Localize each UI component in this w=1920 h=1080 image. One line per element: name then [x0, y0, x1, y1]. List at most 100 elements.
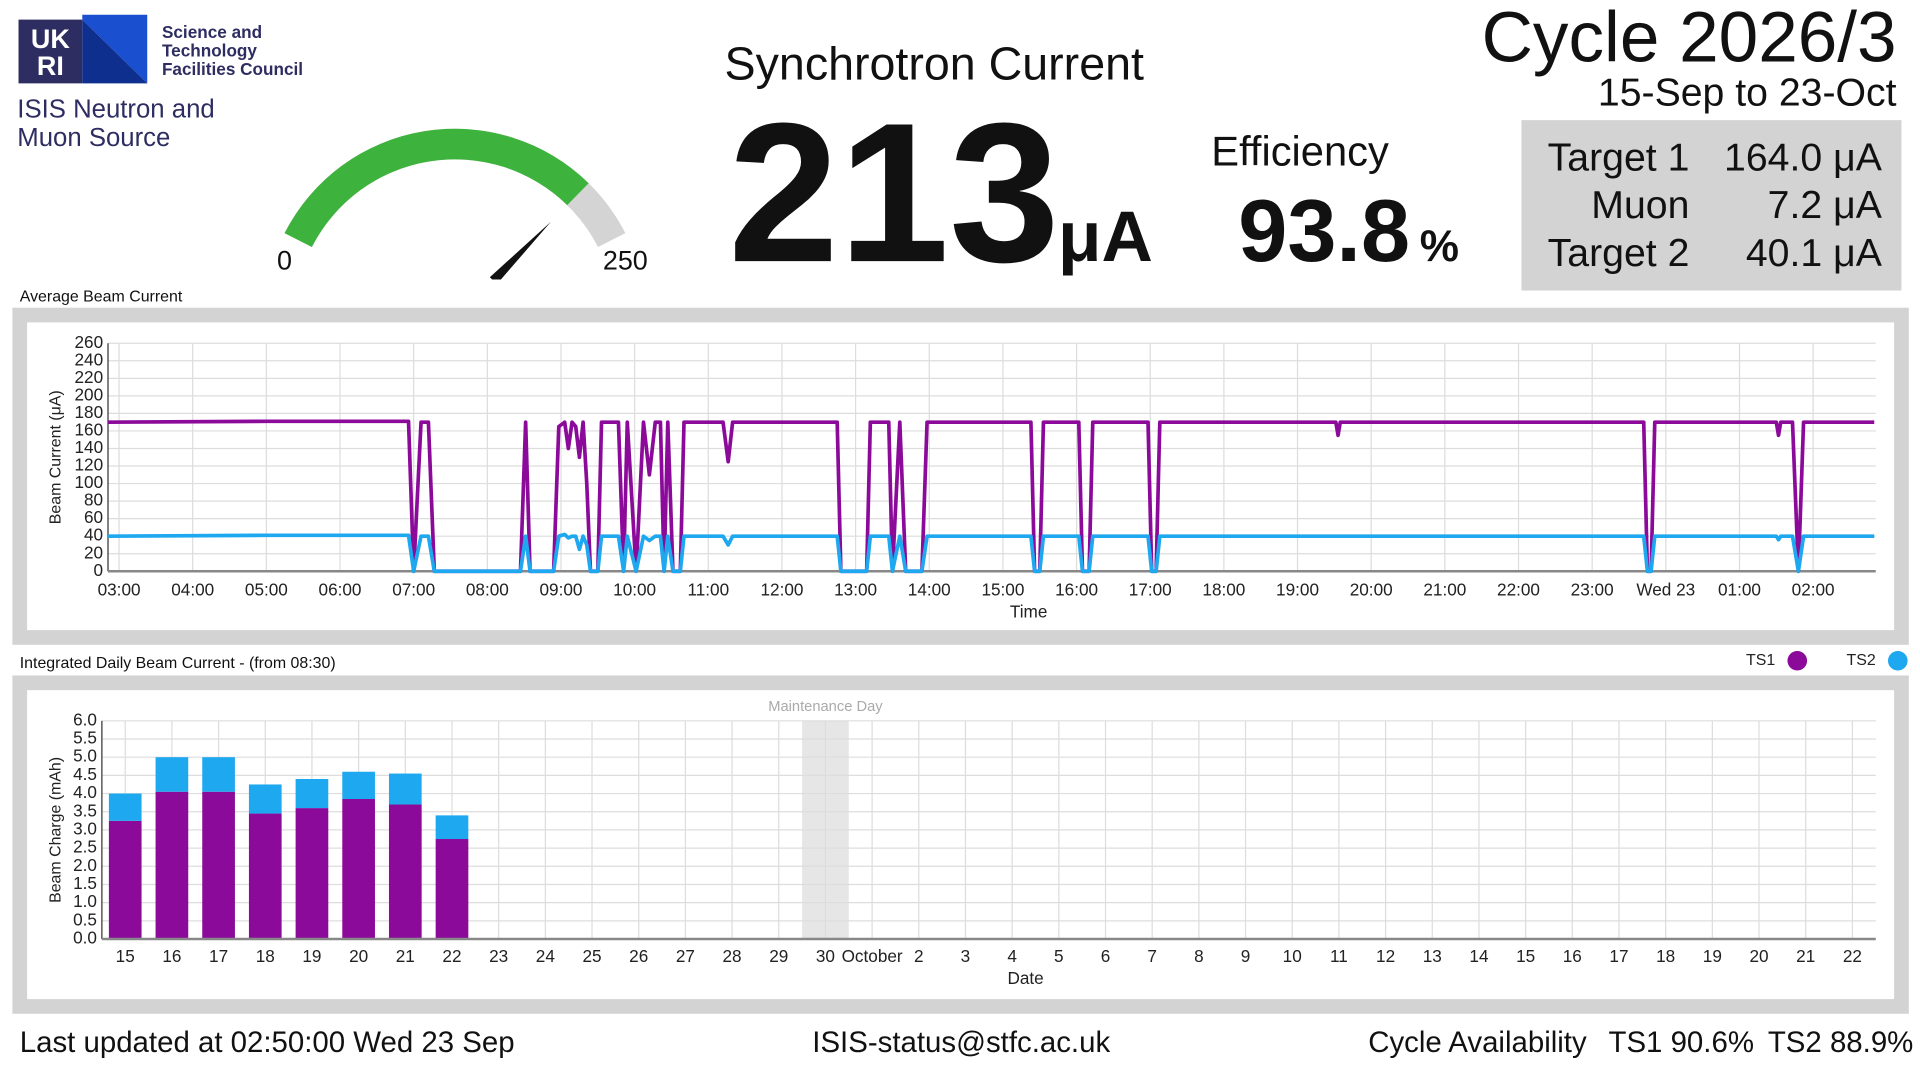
y-tick-label: 0.0	[73, 928, 97, 948]
x-tick-label: 09:00	[540, 579, 583, 599]
y-tick-label: 5.0	[73, 746, 97, 766]
x-tick-label: 13:00	[834, 579, 877, 599]
x-tick-label: 04:00	[171, 579, 214, 599]
x-tick-label: 19:00	[1276, 579, 1319, 599]
y-tick-label: 100	[74, 472, 103, 492]
x-tick-label: 19	[1703, 946, 1722, 966]
x-tick-label: 24	[536, 946, 556, 966]
y-tick-label: 60	[84, 507, 103, 527]
y-tick-label: 2.0	[73, 855, 97, 875]
gauge-tick-label: 250	[603, 246, 648, 276]
x-tick-label: Wed 23	[1636, 579, 1695, 599]
cycle: Cycle 2026/3	[1482, 0, 1897, 77]
bar-segment	[388, 773, 422, 805]
bar-segment	[388, 804, 422, 940]
y-tick-label: 160	[74, 419, 103, 439]
logo-flag	[82, 14, 148, 84]
x-tick-label: 16	[162, 946, 181, 966]
x-tick-label: 02:00	[1792, 579, 1835, 599]
x-axis-label: Time	[1010, 601, 1048, 621]
x-tick-label: 16:00	[1055, 579, 1098, 599]
cycle-dates: 15-Sep to 23-Oct	[1598, 70, 1897, 114]
y-tick-label: 4.5	[73, 764, 97, 784]
x-tick-label: 26	[629, 946, 648, 966]
title: Synchrotron Current	[725, 38, 1144, 90]
gauge-tick-label: 0	[277, 246, 292, 276]
legend-swatch	[1787, 650, 1808, 671]
y-tick-label: 1.0	[73, 891, 97, 911]
x-tick-label: 06:00	[319, 579, 362, 599]
y-tick-label: 260	[74, 332, 103, 352]
y-tick-label: 240	[74, 349, 103, 369]
target-value: 7.2 μA	[1768, 183, 1883, 227]
bar-segment	[295, 779, 329, 809]
x-tick-label: 07:00	[392, 579, 435, 599]
x-tick-label: October	[842, 946, 903, 966]
bar-segment	[202, 791, 235, 940]
x-tick-label: 13	[1423, 946, 1442, 966]
x-tick-label: 7	[1147, 946, 1157, 966]
current-unit: μA	[1058, 198, 1153, 277]
legend-label: TS1	[1746, 652, 1775, 669]
y-tick-label: 6.0	[73, 709, 97, 729]
bar-segment	[248, 784, 282, 814]
panel-title: Average Beam Current	[20, 289, 183, 306]
y-tick-label: 180	[74, 402, 103, 422]
bar-segment	[155, 757, 189, 792]
x-tick-label: 2	[914, 946, 924, 966]
target-name: Muon	[1591, 183, 1689, 227]
x-tick-label: 20:00	[1350, 579, 1393, 599]
x-tick-label: 20	[1749, 946, 1768, 966]
availability-ts1: TS1 90.6%	[1608, 1026, 1753, 1059]
efficiency-label: Efficiency	[1211, 127, 1389, 174]
x-tick-label: 22	[442, 946, 461, 966]
x-tick-label: 28	[723, 946, 742, 966]
series-line	[108, 419, 1875, 574]
y-tick-label: 2.5	[73, 837, 97, 857]
y-tick-label: 0.5	[73, 909, 97, 929]
y-tick-label: 4.0	[73, 782, 97, 802]
last-updated: Last updated at 02:50:00 Wed 23 Sep	[20, 1026, 515, 1059]
x-tick-label: 18	[1656, 946, 1675, 966]
x-tick-label: 21	[1796, 946, 1815, 966]
x-tick-label: 25	[582, 946, 601, 966]
y-tick-label: 140	[74, 437, 103, 457]
x-tick-label: 9	[1241, 946, 1251, 966]
y-tick-label: 120	[74, 455, 103, 475]
y-tick-label: 3.0	[73, 818, 97, 838]
bar-segment	[108, 820, 142, 940]
x-tick-label: 10:00	[613, 579, 656, 599]
bar-segment	[248, 813, 282, 940]
email: ISIS-status@stfc.ac.uk	[812, 1026, 1110, 1059]
x-tick-label: 03:00	[98, 579, 141, 599]
x-tick-label: 05:00	[245, 579, 288, 599]
x-tick-label: 15	[116, 946, 135, 966]
x-tick-label: 11:00	[687, 579, 729, 599]
y-tick-label: 40	[84, 525, 103, 545]
x-tick-label: 15:00	[981, 579, 1024, 599]
x-tick-label: 23:00	[1571, 579, 1614, 599]
x-tick-label: 20	[349, 946, 368, 966]
series-line	[108, 532, 1875, 574]
bar-segment	[342, 799, 375, 940]
x-tick-label: 27	[676, 946, 695, 966]
panel	[27, 690, 1895, 1000]
y-tick-label: 20	[84, 542, 103, 562]
legend-swatch	[1887, 650, 1908, 671]
target-name: Target 1	[1548, 135, 1690, 179]
bar-segment	[108, 793, 142, 821]
logo-mark: RI	[37, 51, 64, 81]
x-tick-label: 5	[1054, 946, 1064, 966]
x-tick-label: 15	[1516, 946, 1535, 966]
x-tick-label: 8	[1194, 946, 1204, 966]
x-tick-label: 23	[489, 946, 508, 966]
x-tick-label: 21:00	[1423, 579, 1466, 599]
x-tick-label: 22	[1843, 946, 1862, 966]
x-tick-label: 18	[256, 946, 275, 966]
x-tick-label: 29	[769, 946, 788, 966]
x-tick-label: 16	[1563, 946, 1582, 966]
current-value: 213	[728, 82, 1059, 304]
x-tick-label: 10	[1283, 946, 1302, 966]
gauge-fill	[284, 128, 589, 248]
